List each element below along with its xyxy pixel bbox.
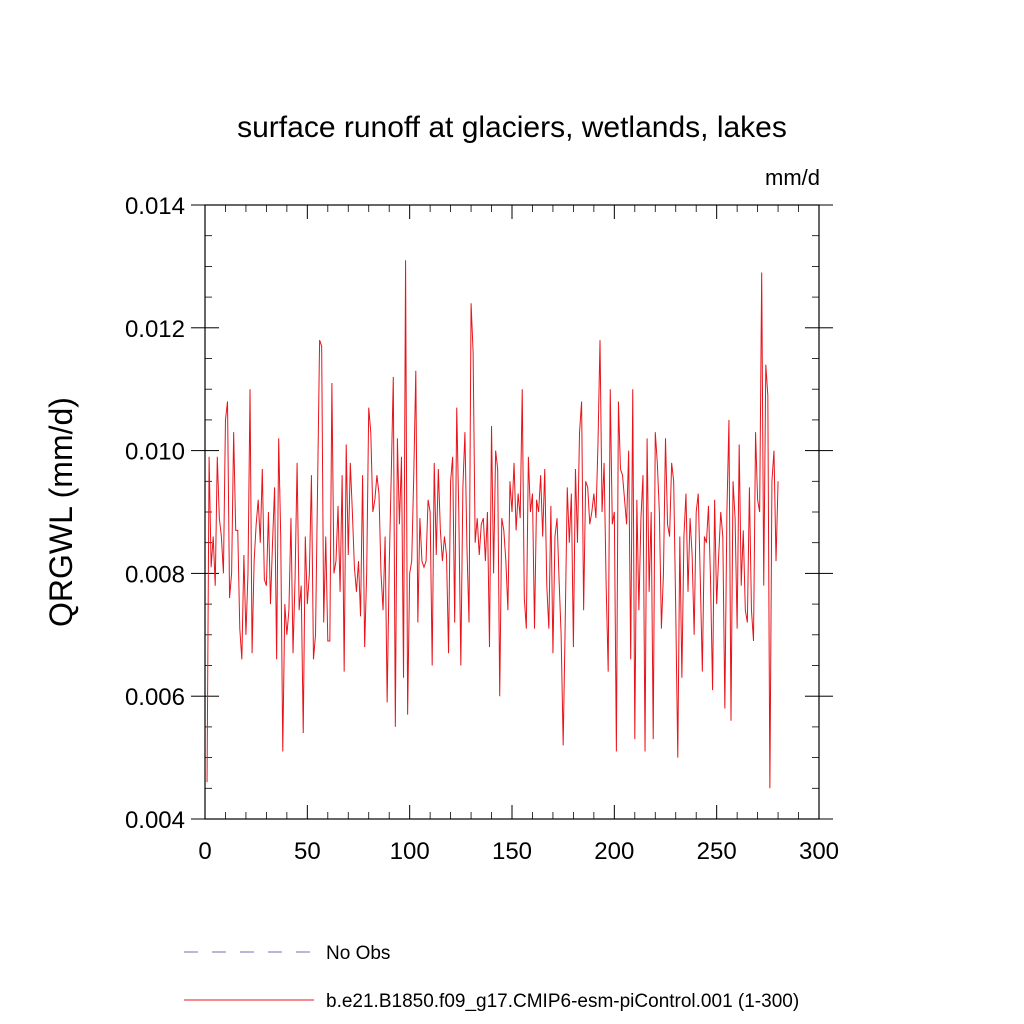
chart-title: surface runoff at glaciers, wetlands, la… <box>237 111 787 144</box>
y-tick-label: 0.010 <box>125 439 185 466</box>
legend-entry: No Obs <box>326 943 390 964</box>
y-axis-label: QRGWL (mm/d) <box>43 397 79 627</box>
x-tick-label: 250 <box>697 838 737 865</box>
legend: No Obs b.e21.B1850.f09_g17.CMIP6-esm-piCo… <box>184 943 799 1012</box>
x-tick-label: 100 <box>390 838 430 865</box>
x-axis: 0 50 100 150 200 250 300 <box>198 205 839 865</box>
x-tick-label: 150 <box>492 838 532 865</box>
x-tick-label: 50 <box>294 838 321 865</box>
y-tick-label: 0.012 <box>125 316 185 343</box>
x-tick-label: 0 <box>198 838 211 865</box>
units-label: mm/d <box>765 165 820 190</box>
x-tick-label: 300 <box>799 838 839 865</box>
y-tick-label: 0.006 <box>125 684 185 711</box>
x-tick-label: 200 <box>594 838 634 865</box>
series-line <box>206 260 779 789</box>
plot-area: 0 50 100 150 200 250 300 0.004 0.006 0.008 0.010 0… <box>125 193 839 865</box>
y-tick-label: 0.004 <box>125 807 185 834</box>
y-tick-label: 0.014 <box>125 193 185 220</box>
legend-entry: b.e21.B1850.f09_g17.CMIP6-esm-piControl.… <box>326 991 799 1012</box>
series-layer <box>206 260 779 789</box>
y-tick-label: 0.008 <box>125 561 185 588</box>
